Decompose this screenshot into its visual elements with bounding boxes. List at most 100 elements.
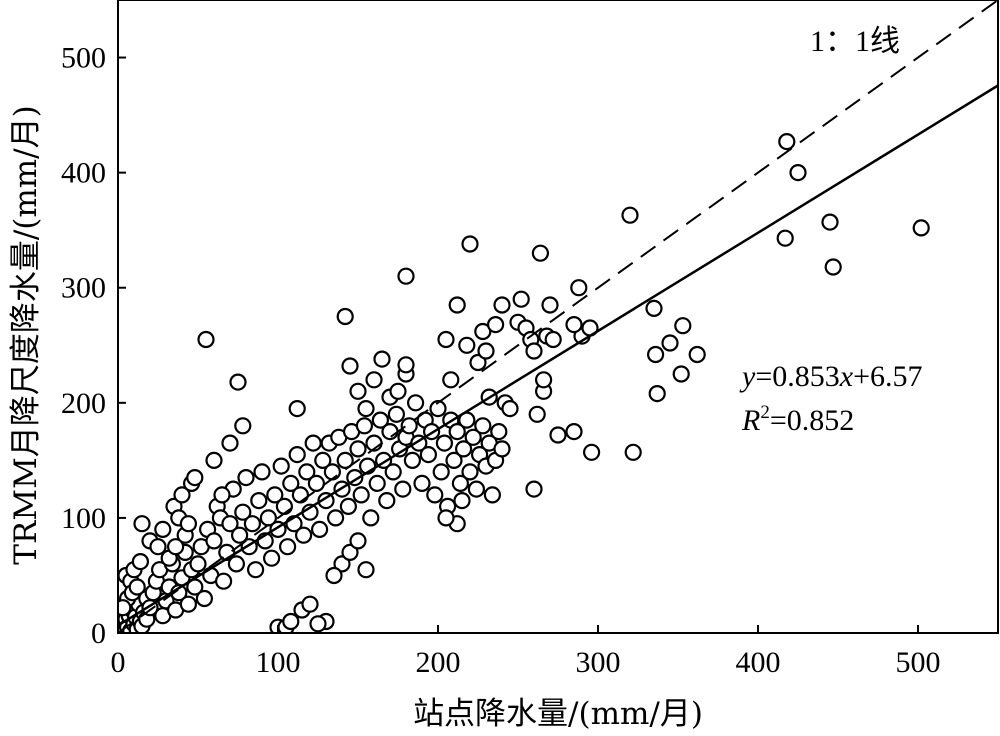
data-point xyxy=(341,357,359,375)
data-point xyxy=(128,578,146,596)
data-point xyxy=(352,486,370,504)
data-point xyxy=(674,317,692,335)
data-point xyxy=(461,463,479,481)
r-squared-r: R xyxy=(741,404,760,437)
data-point xyxy=(205,532,223,550)
data-point xyxy=(493,296,511,314)
reference-lines xyxy=(118,0,998,633)
r-squared-exponent: 2 xyxy=(760,402,770,423)
data-point xyxy=(448,423,466,441)
one-to-one-line xyxy=(118,0,998,633)
data-point xyxy=(549,426,567,444)
data-point xyxy=(448,296,466,314)
r-squared: R2=0.852 xyxy=(741,402,854,437)
x-tick-label: 400 xyxy=(736,646,781,679)
data-point xyxy=(512,290,530,308)
data-point xyxy=(349,382,367,400)
data-point xyxy=(646,345,665,364)
data-point xyxy=(477,342,495,360)
data-point xyxy=(234,417,252,435)
data-point xyxy=(272,457,290,475)
data-point xyxy=(149,538,167,556)
data-point xyxy=(250,492,268,510)
data-point xyxy=(429,400,447,418)
data-point xyxy=(373,350,391,368)
data-point xyxy=(824,258,842,276)
one-to-one-label: 1：1线 xyxy=(810,25,900,58)
data-point xyxy=(426,486,444,504)
data-point xyxy=(304,434,322,452)
data-point xyxy=(133,515,151,533)
data-point xyxy=(501,400,519,418)
data-point xyxy=(291,486,309,504)
data-point xyxy=(349,532,367,550)
data-point xyxy=(389,382,407,400)
data-point xyxy=(307,474,325,492)
data-point xyxy=(179,595,197,613)
data-point xyxy=(493,440,511,458)
y-tick-label: 200 xyxy=(61,387,106,420)
data-point xyxy=(525,480,543,498)
data-point xyxy=(263,549,281,567)
data-point xyxy=(362,509,380,527)
data-point xyxy=(453,492,471,510)
data-point xyxy=(378,492,396,510)
data-points xyxy=(118,133,930,633)
data-point xyxy=(534,371,553,389)
data-point xyxy=(333,555,351,573)
data-point xyxy=(295,526,313,544)
data-point xyxy=(357,400,375,418)
data-point xyxy=(266,486,284,504)
data-point xyxy=(403,451,421,469)
data-point xyxy=(469,353,487,372)
data-point xyxy=(648,385,666,403)
fit-equation-slope: =0.853 xyxy=(755,360,839,393)
data-point xyxy=(309,615,327,633)
x-tick-label: 500 xyxy=(896,646,941,679)
data-point xyxy=(570,279,588,297)
data-point xyxy=(167,538,185,556)
data-point xyxy=(288,446,306,464)
y-tick-label: 100 xyxy=(61,502,106,535)
y-tick-label: 0 xyxy=(91,617,106,650)
data-point xyxy=(227,555,245,573)
data-point xyxy=(336,307,354,326)
data-point xyxy=(253,463,271,481)
fit-equation-y: y xyxy=(739,360,756,393)
data-point xyxy=(371,411,389,429)
data-point xyxy=(381,423,399,441)
data-point xyxy=(528,405,546,423)
data-point xyxy=(387,405,405,423)
x-axis-ticks: 0 100 200 300 400 500 xyxy=(111,625,941,679)
data-point xyxy=(339,497,357,515)
data-point xyxy=(234,503,252,521)
data-point xyxy=(776,229,794,247)
data-point xyxy=(565,316,583,334)
data-point xyxy=(243,515,261,533)
y-tick-label: 300 xyxy=(61,272,106,305)
data-point xyxy=(778,133,796,151)
x-tick-label: 100 xyxy=(256,646,301,679)
data-point xyxy=(394,480,412,498)
data-point xyxy=(275,497,293,515)
data-point xyxy=(525,342,543,360)
data-point xyxy=(365,371,383,389)
fit-line xyxy=(118,84,998,627)
data-point xyxy=(186,469,204,487)
data-point xyxy=(279,538,297,556)
data-point xyxy=(789,164,807,182)
y-axis-ticks: 0 100 200 300 400 500 xyxy=(61,42,126,650)
data-point xyxy=(400,417,418,435)
data-point xyxy=(118,599,132,617)
data-point xyxy=(213,486,231,504)
data-point xyxy=(531,244,550,262)
data-point xyxy=(397,267,415,285)
data-point xyxy=(821,213,839,231)
data-point xyxy=(565,423,583,441)
data-point xyxy=(349,440,367,458)
data-point xyxy=(179,515,197,533)
data-point xyxy=(474,322,492,341)
data-point xyxy=(645,299,663,317)
data-point xyxy=(437,330,455,349)
